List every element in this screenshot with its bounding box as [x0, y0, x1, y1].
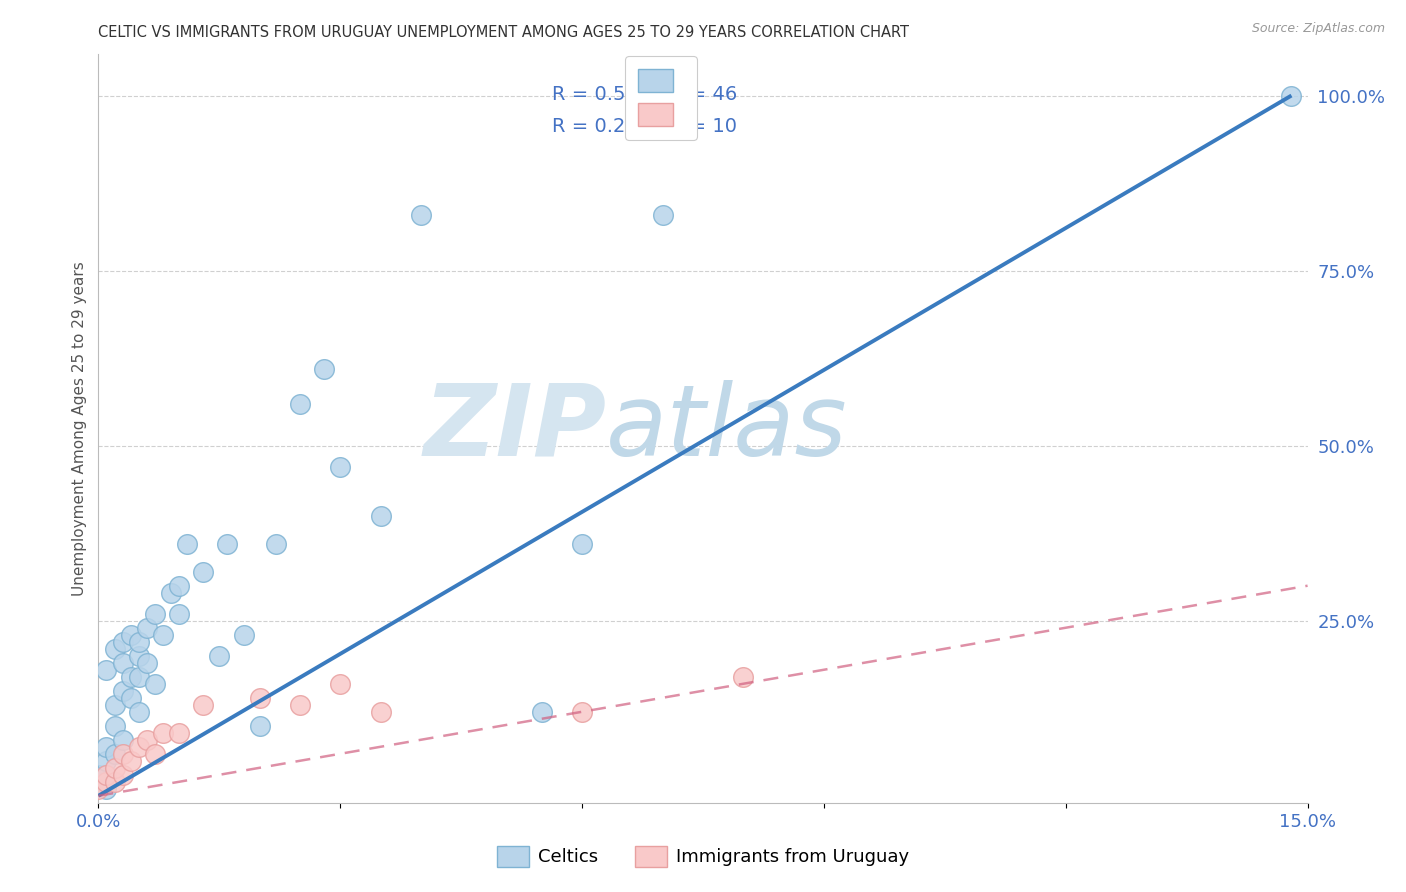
Text: Source: ZipAtlas.com: Source: ZipAtlas.com	[1251, 22, 1385, 36]
Point	[128, 648, 150, 663]
Point	[120, 754, 142, 768]
Point	[167, 725, 190, 739]
Point	[87, 774, 110, 789]
Point	[111, 634, 134, 648]
Point	[733, 670, 755, 684]
Point	[571, 537, 593, 551]
Point	[264, 537, 287, 551]
Point	[193, 565, 215, 579]
Point	[288, 698, 311, 712]
Point	[96, 754, 118, 768]
Legend: , : ,	[624, 55, 696, 139]
Point	[167, 579, 190, 593]
Point	[1281, 88, 1303, 103]
Point	[530, 705, 553, 719]
Point	[96, 774, 118, 789]
Point	[160, 585, 183, 599]
Legend: Celtics, Immigrants from Uruguay: Celtics, Immigrants from Uruguay	[488, 837, 918, 876]
Point	[249, 690, 271, 705]
Point	[111, 768, 134, 782]
Point	[143, 747, 166, 761]
Point	[208, 648, 231, 663]
Point	[120, 690, 142, 705]
Point	[120, 628, 142, 642]
Point	[111, 732, 134, 747]
Point	[96, 781, 118, 796]
Text: R = 0.282   N = 10: R = 0.282 N = 10	[551, 117, 737, 136]
Point	[103, 719, 125, 733]
Point	[143, 607, 166, 621]
Point	[370, 508, 392, 523]
Point	[329, 459, 352, 474]
Point	[96, 768, 118, 782]
Point	[111, 656, 134, 670]
Text: CELTIC VS IMMIGRANTS FROM URUGUAY UNEMPLOYMENT AMONG AGES 25 TO 29 YEARS CORRELA: CELTIC VS IMMIGRANTS FROM URUGUAY UNEMPL…	[98, 25, 910, 40]
Point	[176, 537, 198, 551]
Point	[314, 361, 336, 376]
Point	[135, 732, 157, 747]
Point	[135, 656, 157, 670]
Point	[135, 621, 157, 635]
Text: ZIP: ZIP	[423, 380, 606, 476]
Point	[128, 670, 150, 684]
Point	[103, 774, 125, 789]
Point	[111, 747, 134, 761]
Point	[120, 670, 142, 684]
Point	[232, 628, 254, 642]
Point	[128, 634, 150, 648]
Point	[288, 397, 311, 411]
Text: R = 0.563   N = 46: R = 0.563 N = 46	[551, 85, 737, 104]
Point	[111, 683, 134, 698]
Point	[87, 768, 110, 782]
Point	[96, 768, 118, 782]
Point	[128, 739, 150, 754]
Point	[193, 698, 215, 712]
Point	[143, 677, 166, 691]
Point	[103, 747, 125, 761]
Point	[152, 628, 174, 642]
Point	[249, 719, 271, 733]
Point	[370, 705, 392, 719]
Point	[96, 663, 118, 677]
Point	[128, 705, 150, 719]
Point	[103, 761, 125, 775]
Point	[103, 641, 125, 656]
Point	[152, 725, 174, 739]
Point	[96, 739, 118, 754]
Point	[409, 208, 432, 222]
Point	[329, 677, 352, 691]
Point	[571, 705, 593, 719]
Text: atlas: atlas	[606, 380, 848, 476]
Y-axis label: Unemployment Among Ages 25 to 29 years: Unemployment Among Ages 25 to 29 years	[72, 260, 87, 596]
Point	[651, 208, 673, 222]
Point	[217, 537, 239, 551]
Point	[87, 781, 110, 796]
Point	[167, 607, 190, 621]
Point	[103, 698, 125, 712]
